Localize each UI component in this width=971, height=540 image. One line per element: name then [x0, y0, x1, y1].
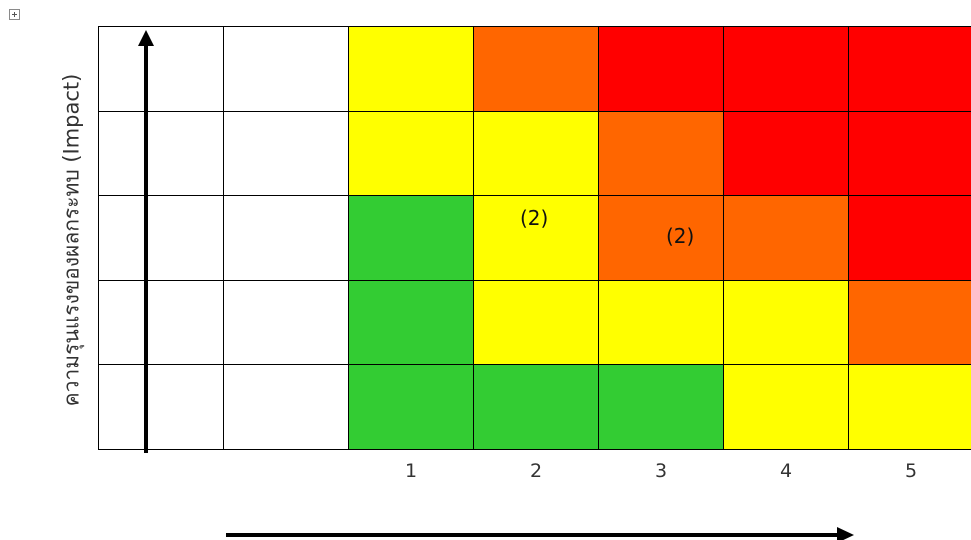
matrix-cell	[474, 365, 599, 450]
matrix-cell	[849, 196, 971, 281]
matrix-cell	[724, 111, 849, 197]
matrix-cell	[599, 365, 724, 450]
matrix-cell	[224, 365, 349, 450]
matrix-cell	[349, 27, 474, 112]
horizontal-arrow	[226, 527, 854, 540]
matrix-cell	[724, 365, 849, 450]
risk-matrix: (2) (2)	[98, 26, 971, 450]
matrix-cell	[599, 27, 724, 112]
matrix-cell	[99, 196, 224, 281]
x-tick-3: 3	[654, 460, 668, 482]
cell-label: (2)	[666, 224, 695, 249]
matrix-cell	[724, 196, 849, 281]
matrix-cell	[849, 280, 971, 366]
x-tick-2: 2	[529, 460, 543, 482]
matrix-cell	[224, 196, 349, 281]
matrix-cell: (2)	[599, 196, 724, 281]
x-tick-1: 1	[404, 460, 418, 482]
x-tick-5: 5	[904, 460, 918, 482]
matrix-cell	[99, 27, 224, 112]
matrix-cell	[99, 365, 224, 450]
matrix-cell	[849, 27, 971, 112]
matrix-cell	[349, 111, 474, 197]
matrix-cell	[474, 280, 599, 366]
cell-label: (2)	[520, 206, 549, 231]
matrix-cell	[99, 111, 224, 197]
x-tick-4: 4	[779, 460, 793, 482]
matrix-cell	[224, 111, 349, 197]
move-handle-icon[interactable]	[9, 9, 20, 20]
vertical-arrow	[138, 30, 154, 453]
matrix-cell: (2)	[474, 196, 599, 281]
matrix-cell	[599, 280, 724, 366]
matrix-cell	[224, 280, 349, 366]
matrix-cell	[724, 27, 849, 112]
matrix-cell	[849, 111, 971, 197]
matrix-cell	[224, 27, 349, 112]
matrix-cell	[599, 111, 724, 197]
matrix-cell	[474, 27, 599, 112]
matrix-cell	[474, 111, 599, 197]
matrix-cell	[349, 280, 474, 366]
matrix-cell	[99, 280, 224, 366]
matrix-cell	[349, 365, 474, 450]
matrix-cell	[849, 365, 971, 450]
matrix-cell	[724, 280, 849, 366]
matrix-cell	[349, 196, 474, 281]
